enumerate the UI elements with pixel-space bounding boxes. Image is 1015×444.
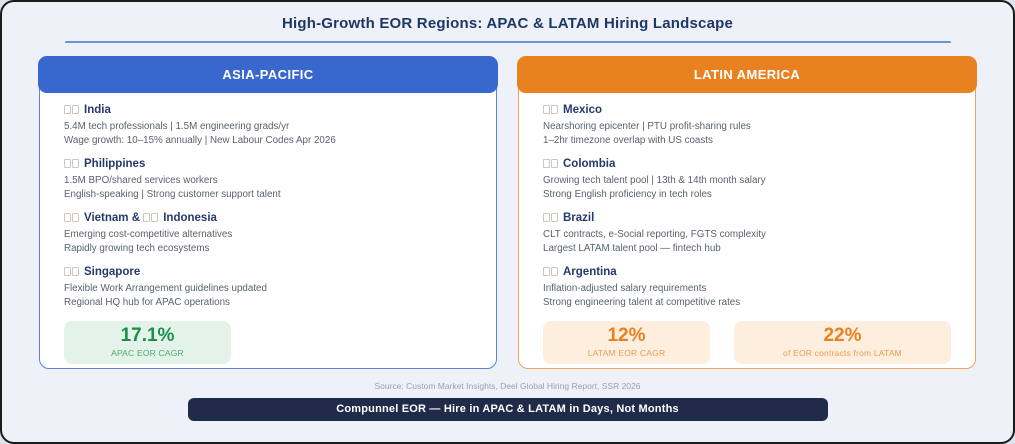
stat-label: of EOR contracts from LATAM xyxy=(783,348,902,359)
country-detail: Growing tech talent pool | 13th & 14th m… xyxy=(543,175,766,187)
country-name-text: Philippines xyxy=(84,158,146,171)
panels-row: ASIA-PACIFIC India 5.4M tech professionals… xyxy=(2,43,1013,369)
panel-body: Mexico Nearshoring epicenter | PTU profit… xyxy=(519,93,975,365)
country-detail: Largest LATAM talent pool — fintech hub xyxy=(543,243,721,255)
tofu-box-icon xyxy=(64,159,71,169)
country-name: India xyxy=(64,104,472,116)
stats-row: 12% LATAM EOR CAGR 22% of EOR contracts fro… xyxy=(543,321,951,365)
country-entry: Argentina Inflation-adjusted salary requi… xyxy=(543,266,951,310)
country-detail: Rapidly growing tech ecosystems xyxy=(64,243,210,255)
country-name-text: Singapore xyxy=(84,266,141,279)
stat-value: 22% xyxy=(823,325,862,347)
flag-placeholder-icon xyxy=(543,158,559,170)
stat-value: 17.1% xyxy=(120,325,175,347)
country-name: Colombia xyxy=(543,158,951,170)
country-detail: Flexible Work Arrangement guidelines upd… xyxy=(64,283,267,295)
footer-banner: Compunnel EOR — Hire in APAC & LATAM in … xyxy=(187,398,828,421)
country-detail: English-speaking | Strong customer suppo… xyxy=(64,189,281,201)
title-divider xyxy=(64,41,951,43)
stat-label: LATAM EOR CAGR xyxy=(587,348,666,359)
country-entry: Mexico Nearshoring epicenter | PTU profit… xyxy=(543,104,951,148)
country-name-text: Vietnam & xyxy=(84,212,144,225)
country-name-text: Mexico xyxy=(563,104,602,117)
tofu-box-icon xyxy=(72,213,79,223)
flag-placeholder-icon xyxy=(64,104,80,116)
stat-label: APAC EOR CAGR xyxy=(111,348,184,359)
flag-placeholder-icon xyxy=(64,212,80,224)
tofu-box-icon xyxy=(551,267,558,277)
tofu-box-icon xyxy=(64,105,71,115)
tofu-box-icon xyxy=(151,213,159,223)
country-detail: Inflation-adjusted salary requirements xyxy=(543,283,707,295)
country-name: Singapore xyxy=(64,266,472,278)
country-name: Brazil xyxy=(543,212,951,224)
country-detail: Strong English proficiency in tech roles xyxy=(543,189,712,201)
tofu-box-icon xyxy=(551,159,558,169)
country-name: Mexico xyxy=(543,104,951,116)
country-entry: Colombia Growing tech talent pool | 13th … xyxy=(543,158,951,202)
stat-box: 17.1% APAC EOR CAGR xyxy=(64,321,231,365)
country-name-text: Indonesia xyxy=(163,212,217,225)
flag-placeholder-icon xyxy=(64,266,80,278)
panel-header-latin-america: LATIN AMERICA xyxy=(517,56,977,94)
tofu-box-icon xyxy=(551,105,558,115)
country-name-text: India xyxy=(84,104,111,117)
country-detail: 1.5M BPO/shared services workers xyxy=(64,175,218,187)
tofu-box-icon xyxy=(543,213,550,223)
country-name-text: Argentina xyxy=(563,266,617,279)
country-detail: 1–2hr timezone overlap with US coasts xyxy=(543,135,713,147)
flag-placeholder-icon xyxy=(543,104,559,116)
tofu-box-icon xyxy=(64,267,71,277)
country-entry: India 5.4M tech professionals | 1.5M engi… xyxy=(64,104,472,148)
tofu-box-icon xyxy=(543,267,550,277)
tofu-box-icon xyxy=(543,159,550,169)
country-detail: CLT contracts, e-Social reporting, FGTS … xyxy=(543,229,766,241)
country-entry: Singapore Flexible Work Arrangement guide… xyxy=(64,266,472,310)
country-detail: Emerging cost-competitive alternatives xyxy=(64,229,233,241)
country-entry: Vietnam & Indonesia Emerging cost-competi… xyxy=(64,212,472,256)
stat-box: 12% LATAM EOR CAGR xyxy=(543,321,710,365)
flag-placeholder-icon xyxy=(543,212,559,224)
region-panel-asia-pacific: ASIA-PACIFIC India 5.4M tech professionals… xyxy=(38,56,498,369)
tofu-box-icon xyxy=(72,105,79,115)
country-detail: Regional HQ hub for APAC operations xyxy=(64,297,230,309)
country-detail: 5.4M tech professionals | 1.5M engineeri… xyxy=(64,121,290,133)
stats-row: 17.1% APAC EOR CAGR xyxy=(64,321,472,365)
country-entry: Philippines 1.5M BPO/shared services work… xyxy=(64,158,472,202)
tofu-box-icon xyxy=(143,213,151,223)
source-note: Source: Custom Market Insights, Deel Glo… xyxy=(374,381,641,391)
panel-header-asia-pacific: ASIA-PACIFIC xyxy=(38,56,498,94)
tofu-box-icon xyxy=(72,159,79,169)
country-entry: Brazil CLT contracts, e-Social reporting,… xyxy=(543,212,951,256)
tofu-box-icon xyxy=(72,267,79,277)
country-detail: Wage growth: 10–15% annually | New Labou… xyxy=(64,135,336,147)
flag-placeholder-icon xyxy=(543,266,559,278)
page-title: High-Growth EOR Regions: APAC & LATAM Hi… xyxy=(281,15,734,32)
country-detail: Strong engineering talent at competitive… xyxy=(543,297,741,309)
country-name: Philippines xyxy=(64,158,472,170)
stat-box: 22% of EOR contracts from LATAM xyxy=(734,321,951,365)
country-name: Argentina xyxy=(543,266,951,278)
tofu-box-icon xyxy=(64,213,71,223)
country-detail: Nearshoring epicenter | PTU profit-shari… xyxy=(543,121,751,133)
country-name-text: Colombia xyxy=(563,158,616,171)
country-name-text: Brazil xyxy=(563,212,595,225)
panel-body: India 5.4M tech professionals | 1.5M engi… xyxy=(40,93,496,365)
stat-value: 12% xyxy=(607,325,646,347)
flag-placeholder-icon xyxy=(143,212,159,224)
tofu-box-icon xyxy=(551,213,558,223)
region-panel-latin-america: LATIN AMERICA Mexico Nearshoring epicenter… xyxy=(517,56,977,369)
tofu-box-icon xyxy=(543,105,550,115)
flag-placeholder-icon xyxy=(64,158,80,170)
country-name: Vietnam & Indonesia xyxy=(64,212,472,224)
